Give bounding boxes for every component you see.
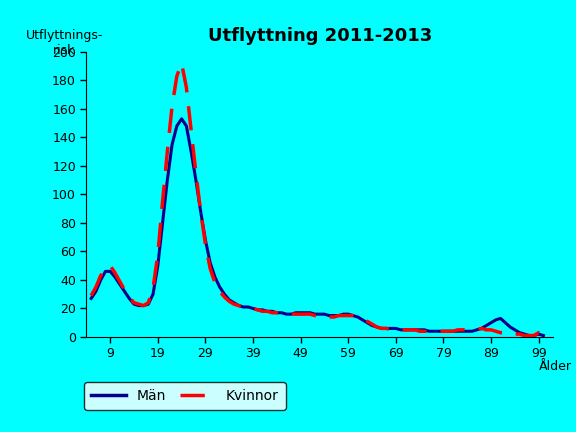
Legend: Män, Kvinnor: Män, Kvinnor — [84, 382, 286, 410]
Text: Utflyttnings-
risk: Utflyttnings- risk — [26, 29, 103, 57]
Title: Utflyttning 2011-2013: Utflyttning 2011-2013 — [207, 27, 432, 45]
Text: Ålder: Ålder — [539, 360, 571, 373]
